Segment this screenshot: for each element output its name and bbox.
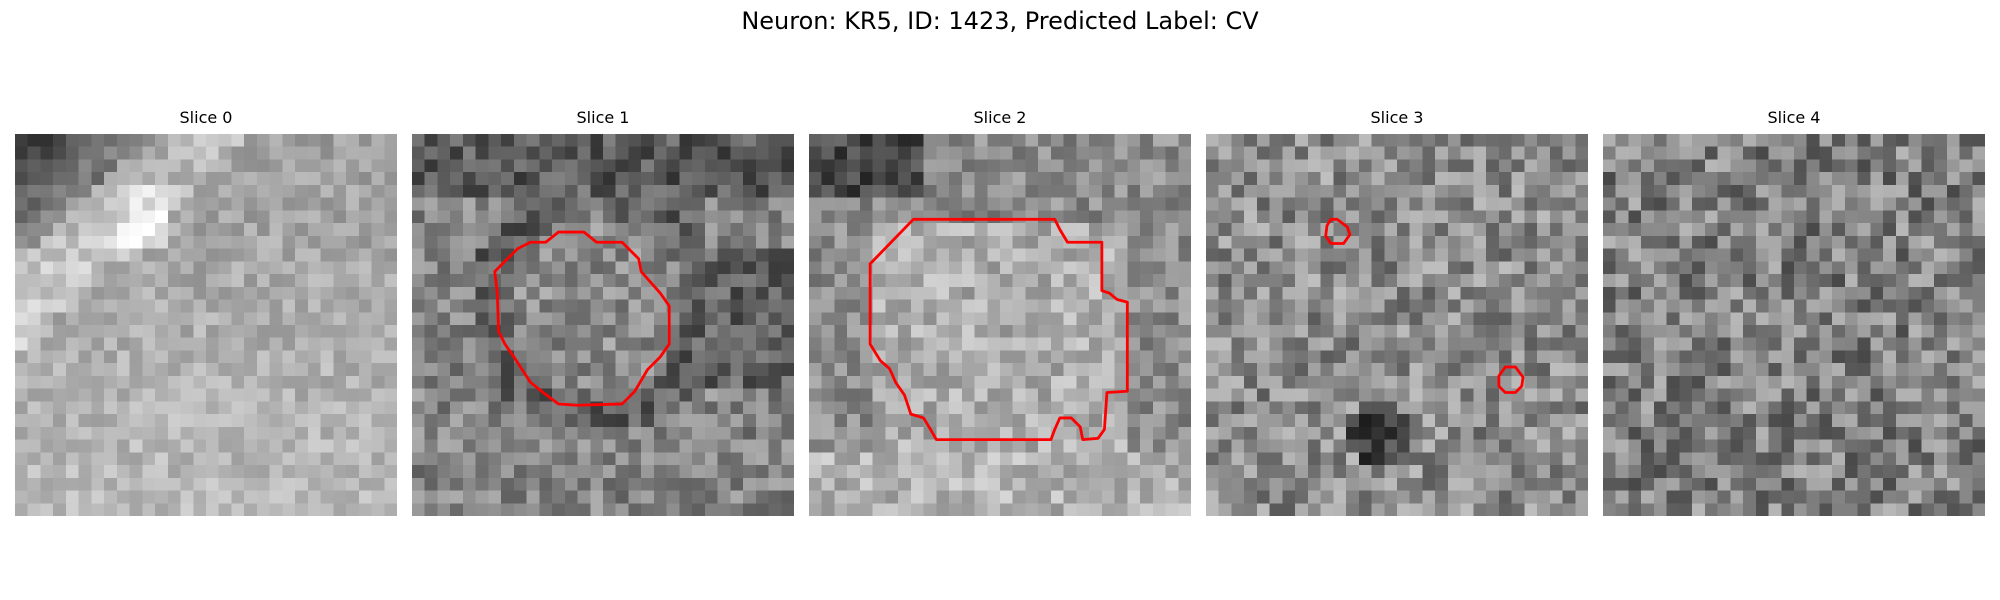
contour-slice-3-1 xyxy=(1497,365,1525,394)
panel-title-slice-4: Slice 4 xyxy=(1767,108,1821,127)
contour-slice-1-0 xyxy=(493,230,671,407)
image-slice-4 xyxy=(1603,134,1985,516)
image-slice-1 xyxy=(412,134,794,516)
panel-title-slice-0: Slice 0 xyxy=(179,108,233,127)
figure-title: Neuron: KR5, ID: 1423, Predicted Label: … xyxy=(741,7,1259,35)
panel-title-slice-1: Slice 1 xyxy=(576,108,630,127)
panel-title-slice-2: Slice 2 xyxy=(973,108,1027,127)
panel-title-slice-3: Slice 3 xyxy=(1370,108,1424,127)
image-slice-3 xyxy=(1206,134,1588,516)
contour-slice-2-0 xyxy=(868,217,1129,442)
contour-slice-3-0 xyxy=(1324,217,1352,245)
image-slice-2 xyxy=(809,134,1191,516)
image-slice-0 xyxy=(15,134,397,516)
